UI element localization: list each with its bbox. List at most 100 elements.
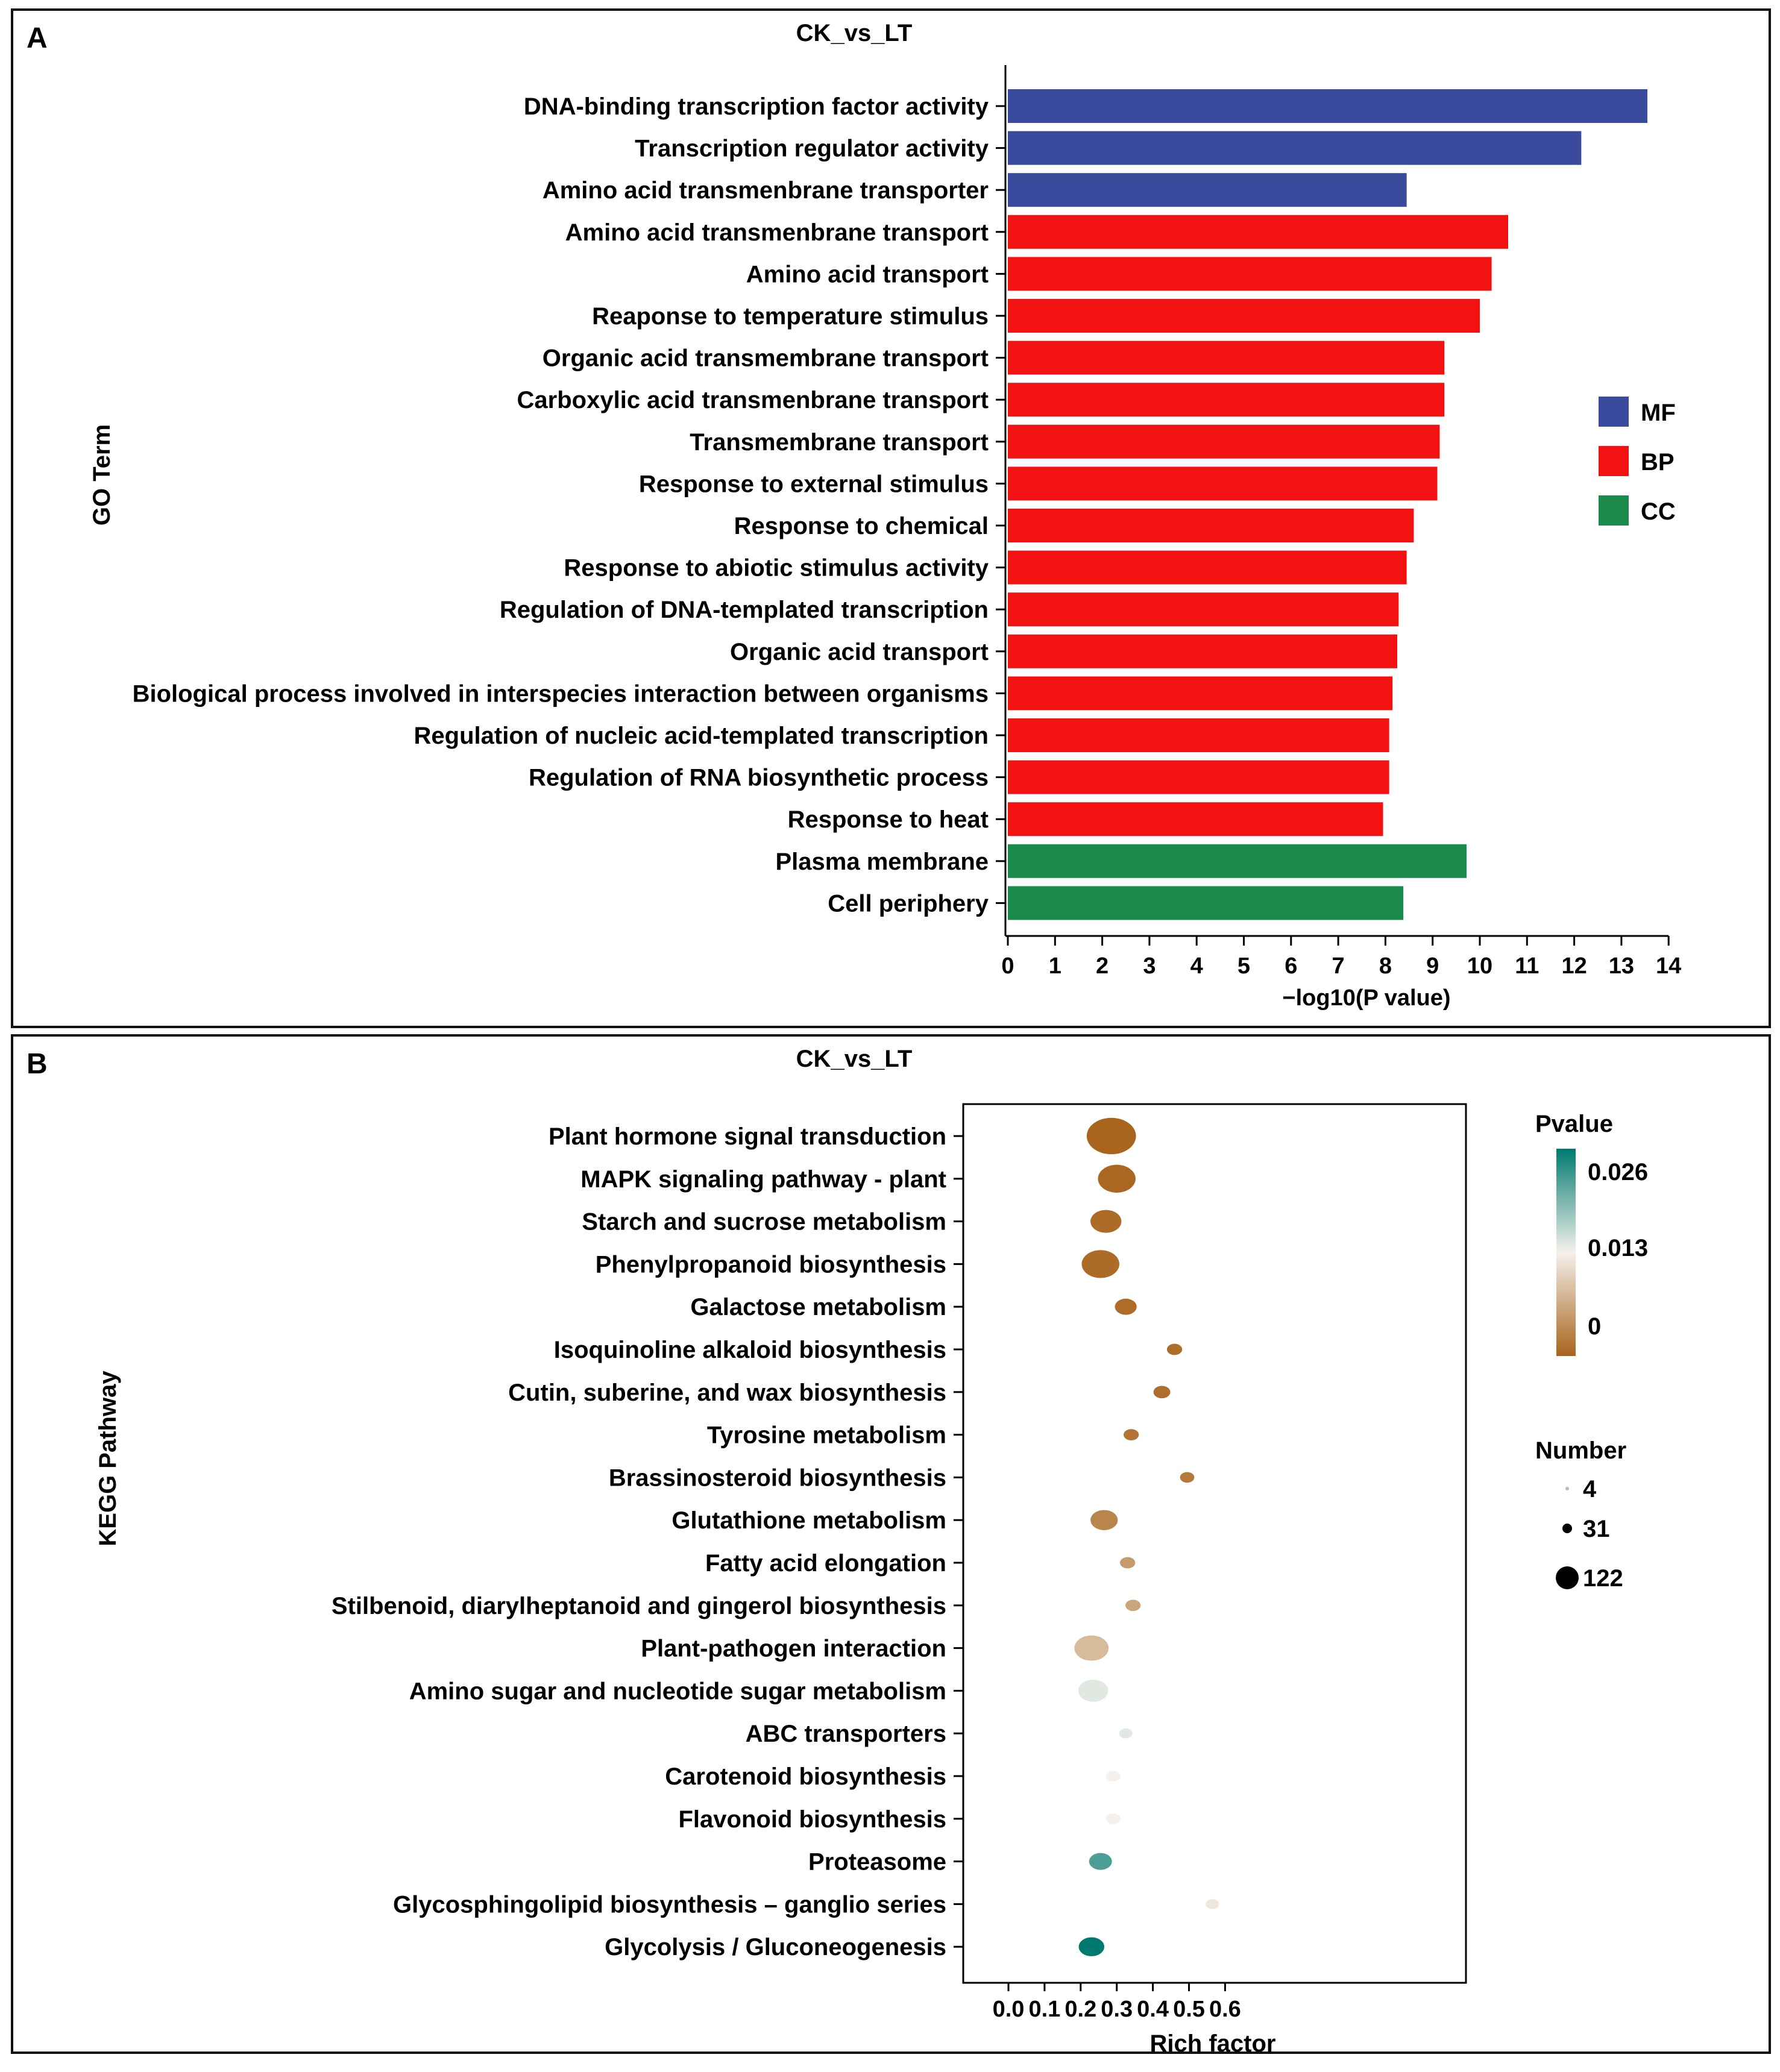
chart-b-number-legend-title: Number: [1535, 1437, 1626, 1464]
chart-a-category-label: Regulation of DNA-templated transcriptio…: [500, 597, 989, 623]
chart-a-category-label: Biological process involved in interspec…: [133, 680, 989, 707]
chart-b-x-tick-label: 0.5: [1173, 1997, 1205, 2022]
chart-b-pathway-label: Glycolysis / Gluconeogenesis: [605, 1934, 946, 1961]
chart-a-bar: [1008, 886, 1404, 920]
chart-b-number-legend-dot: [1565, 1487, 1569, 1490]
chart-a-category-label: Plasma membrane: [775, 849, 989, 875]
chart-a-legend-swatch: [1599, 495, 1629, 526]
chart-a-x-tick-label: 14: [1656, 953, 1681, 979]
chart-b-pathway-label: Fatty acid elongation: [705, 1550, 946, 1577]
chart-a-x-tick-label: 12: [1561, 953, 1587, 979]
chart-b-bubble: [1119, 1728, 1133, 1739]
chart-b-pathway-label: Brassinosteroid biosynthesis: [609, 1465, 946, 1491]
chart-a-category-label: Reaponse to temperature stimulus: [592, 303, 989, 330]
chart-a-bar: [1008, 341, 1445, 375]
chart-a-bar: [1008, 509, 1414, 542]
chart-a-x-tick-label: 3: [1143, 953, 1156, 979]
chart-a-x-tick-label: 9: [1426, 953, 1439, 979]
chart-b-number-legend-dot: [1556, 1566, 1579, 1589]
chart-b-bubble: [1105, 1771, 1121, 1782]
chart-a-bar: [1008, 299, 1480, 333]
chart-b-x-tick-label: 0.1: [1028, 1997, 1060, 2022]
chart-b-bubble: [1078, 1937, 1105, 1956]
chart-b-x-tick-label: 0.4: [1137, 1997, 1169, 2022]
chart-a-x-tick-label: 11: [1515, 953, 1539, 979]
chart-a-category-label: Transmembrane transport: [690, 429, 989, 456]
chart-b-pathway-label: Carotenoid biosynthesis: [665, 1763, 946, 1790]
chart-b-pathway-label: ABC transporters: [746, 1721, 946, 1747]
chart-b-pvalue-legend-label: 0.013: [1588, 1235, 1648, 1261]
chart-a-category-label: DNA-binding transcription factor activit…: [524, 93, 989, 120]
chart-a-bar: [1008, 676, 1393, 711]
chart-b-pathway-label: Phenylpropanoid biosynthesis: [596, 1251, 946, 1278]
chart-a-category-label: Response to abiotic stimulus activity: [564, 555, 989, 582]
chart-a-category-label: Cell periphery: [828, 890, 989, 917]
chart-b-plot-frame: [962, 1103, 1467, 1984]
chart-b-bubble: [1098, 1164, 1136, 1193]
chart-b-bubble: [1074, 1635, 1109, 1661]
chart-b-pathway-label: Plant hormone signal transduction: [549, 1123, 946, 1150]
chart-a-bar: [1008, 760, 1389, 794]
chart-b-x-tick-label: 0.2: [1065, 1997, 1096, 2022]
chart-a-category-label: Response to external stimulus: [639, 471, 989, 497]
panel-a-letter: A: [27, 22, 48, 54]
chart-a-category-label: Response to chemical: [734, 513, 989, 539]
panel-b-letter: B: [27, 1048, 48, 1080]
chart-b-bubble: [1090, 1210, 1122, 1233]
chart-b-pvalue-legend-label: 0: [1588, 1313, 1601, 1340]
chart-b-pathway-label: MAPK signaling pathway - plant: [580, 1166, 946, 1193]
chart-a-category-label: Regulation of RNA biosynthetic process: [529, 765, 989, 791]
chart-b-pathway-label: Amino sugar and nucleotide sugar metabol…: [409, 1678, 946, 1704]
chart-b-number-legend-label: 31: [1583, 1516, 1610, 1542]
chart-b-x-tick-label: 0.6: [1209, 1997, 1241, 2022]
chart-b-bubble: [1089, 1853, 1112, 1870]
chart-a-bar: [1008, 844, 1467, 878]
chart-a-category-label: Response to heat: [788, 806, 989, 833]
chart-b-pathway-label: Stilbenoid, diarylheptanoid and gingerol…: [332, 1593, 946, 1619]
chart-b-title: CK_vs_LT: [796, 1046, 913, 1072]
chart-a-y-axis-label: GO Term: [89, 424, 115, 526]
chart-b-bubble: [1124, 1429, 1139, 1440]
chart-a-bar: [1008, 802, 1383, 837]
chart-b-pathway-label: Cutin, suberine, and wax biosynthesis: [508, 1380, 946, 1406]
chart-b-number-legend-label: 122: [1583, 1565, 1623, 1592]
chart-a-x-tick-label: 5: [1238, 953, 1250, 979]
chart-a-bar: [1008, 718, 1389, 752]
chart-b-bubble: [1166, 1343, 1183, 1355]
chart-b-pathway-label: Tyrosine metabolism: [707, 1422, 946, 1449]
chart-a-legend-label: MF: [1641, 400, 1676, 426]
chart-b-number-legend-label: 4: [1583, 1476, 1597, 1502]
chart-a-category-label: Amino acid transport: [746, 261, 989, 287]
chart-b-x-tick-label: 0.3: [1101, 1997, 1133, 2022]
chart-a-bar: [1008, 634, 1397, 668]
chart-a-category-label: Amino acid transmenbrane transporter: [542, 177, 989, 204]
chart-b-bubble: [1078, 1680, 1109, 1702]
chart-a-legend-label: CC: [1641, 498, 1676, 525]
chart-a-x-tick-label: 13: [1609, 953, 1634, 979]
chart-b-bubble: [1206, 1899, 1219, 1909]
chart-b-bubble: [1086, 1117, 1136, 1155]
chart-b-bubble: [1115, 1298, 1137, 1315]
chart-b-bubble: [1153, 1386, 1171, 1399]
chart-b-bubble: [1125, 1600, 1141, 1612]
chart-b-pathway-label: Plant-pathogen interaction: [641, 1636, 946, 1662]
chart-a-x-tick-label: 1: [1049, 953, 1061, 979]
chart-a-legend-swatch: [1599, 446, 1629, 476]
chart-b-bubble: [1180, 1472, 1195, 1483]
panel-a-go-bar-chart: A CK_vs_LT DNA-binding transcription fact…: [11, 8, 1771, 1028]
kegg-bubble-chart-svg: CK_vs_LT Plant hormone signal transductio…: [95, 1046, 1648, 2052]
chart-a-bar: [1008, 215, 1508, 249]
chart-a-bar: [1008, 550, 1407, 585]
chart-a-category-label: Carboxylic acid transmenbrane transport: [517, 387, 989, 413]
chart-a-bar: [1008, 466, 1438, 501]
chart-a-bar: [1008, 89, 1647, 123]
chart-b-bubble: [1090, 1510, 1118, 1530]
chart-b-pathway-label: Starch and sucrose metabolism: [582, 1209, 946, 1235]
chart-b-bubble: [1105, 1813, 1121, 1824]
chart-a-bar: [1008, 173, 1407, 207]
chart-a-x-tick-label: 4: [1190, 953, 1203, 979]
chart-a-x-tick-label: 10: [1467, 953, 1492, 979]
chart-a-category-label: Organic acid transmembrane transport: [542, 345, 989, 372]
chart-a-bar: [1008, 424, 1440, 459]
chart-a-x-tick-label: 7: [1332, 953, 1345, 979]
